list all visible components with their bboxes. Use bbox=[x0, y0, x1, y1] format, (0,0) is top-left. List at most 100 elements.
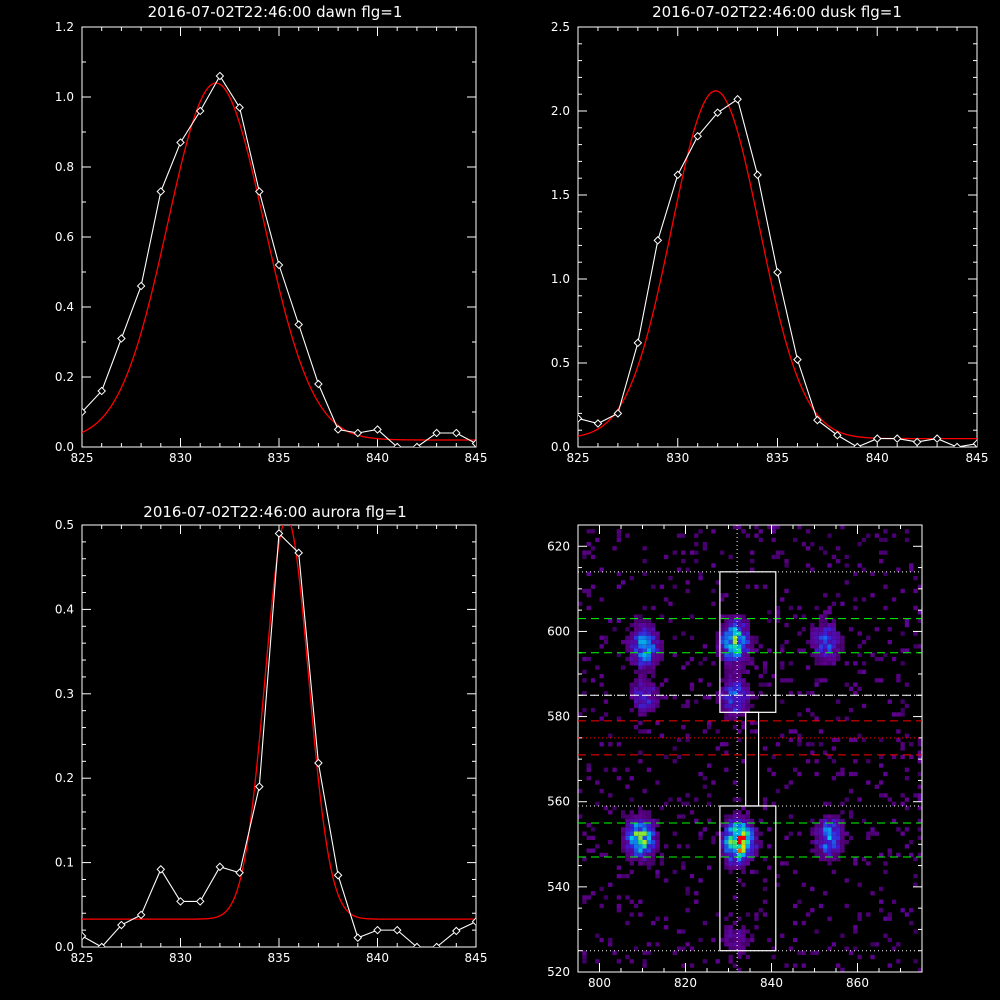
heatmap-pixel bbox=[638, 831, 643, 836]
heatmap-pixel bbox=[823, 593, 828, 598]
heatmap-pixel bbox=[900, 631, 905, 636]
y-tick-label: 540 bbox=[547, 880, 570, 894]
heatmap-pixel bbox=[741, 661, 746, 666]
heatmap-pixel bbox=[655, 840, 660, 845]
heatmap-pixel bbox=[694, 899, 699, 904]
heatmap-pixel bbox=[874, 942, 879, 947]
heatmap-pixel bbox=[741, 639, 746, 645]
data-point bbox=[254, 187, 264, 196]
heatmap-pixel bbox=[638, 669, 643, 674]
heatmap-pixel bbox=[831, 776, 836, 781]
heatmap-pixel bbox=[857, 669, 862, 674]
heatmap-pixel bbox=[836, 737, 841, 743]
heatmap-pixel bbox=[599, 567, 604, 572]
heatmap-pixel bbox=[625, 852, 630, 858]
heatmap-pixel bbox=[840, 823, 845, 828]
heatmap-pixel bbox=[741, 691, 746, 696]
heatmap-pixel bbox=[831, 848, 836, 853]
heatmap-pixel bbox=[724, 742, 729, 747]
x-tick-label: 800 bbox=[588, 976, 611, 990]
heatmap-pixel bbox=[707, 720, 712, 726]
heatmap-pixel bbox=[840, 648, 845, 653]
heatmap-pixel bbox=[694, 699, 699, 704]
data-point bbox=[373, 925, 382, 935]
heatmap-pixel bbox=[762, 746, 768, 751]
data-point bbox=[471, 439, 476, 447]
heatmap-pixel bbox=[879, 550, 884, 555]
heatmap-pixel bbox=[621, 810, 626, 815]
heatmap-pixel bbox=[719, 699, 725, 704]
heatmap-pixel bbox=[814, 648, 819, 653]
heatmap-pixel bbox=[625, 823, 630, 828]
gaussian-fit-line bbox=[82, 82, 476, 441]
heatmap-pixel bbox=[750, 703, 755, 709]
heatmap-pixel bbox=[638, 622, 643, 628]
heatmap-pixel bbox=[797, 712, 802, 717]
heatmap-pixel bbox=[917, 827, 922, 832]
heatmap-pixel bbox=[754, 525, 759, 530]
heatmap-pixel bbox=[719, 678, 725, 683]
heatmap-pixel bbox=[676, 567, 682, 572]
heatmap-pixel bbox=[659, 648, 664, 653]
heatmap-pixel bbox=[741, 827, 746, 832]
heatmap-pixel bbox=[676, 754, 682, 760]
x-tick-label: 830 bbox=[666, 451, 689, 465]
heatmap-pixel bbox=[745, 584, 750, 589]
heatmap-pixel bbox=[625, 818, 630, 823]
heatmap-pixel bbox=[646, 942, 652, 947]
heatmap-pixel bbox=[750, 559, 755, 564]
heatmap-pixel bbox=[616, 895, 621, 900]
heatmap-pixel bbox=[629, 869, 634, 875]
heatmap-pixel bbox=[651, 682, 656, 687]
heatmap-pixel bbox=[771, 529, 776, 534]
heatmap-pixel bbox=[754, 848, 759, 853]
data-point bbox=[693, 131, 703, 141]
heatmap-pixel bbox=[629, 686, 634, 691]
heatmap-pixel bbox=[646, 644, 652, 649]
heatmap-pixel bbox=[836, 652, 841, 657]
heatmap-pixel bbox=[904, 767, 910, 772]
heatmap-pixel bbox=[814, 827, 819, 832]
heatmap-pixel bbox=[904, 537, 910, 542]
heatmap-pixel bbox=[896, 678, 901, 683]
heatmap-pixel bbox=[793, 963, 798, 968]
heatmap-pixel bbox=[732, 848, 738, 853]
heatmap-pixel bbox=[900, 754, 905, 760]
heatmap-pixel bbox=[728, 942, 733, 947]
heatmap-pixel bbox=[737, 631, 742, 636]
heatmap-pixel bbox=[681, 631, 686, 636]
heatmap-pixel bbox=[646, 631, 652, 636]
heatmap-pixel bbox=[904, 776, 910, 781]
heatmap-pixel bbox=[732, 669, 738, 674]
heatmap-pixel bbox=[646, 627, 652, 632]
heatmap-pixel bbox=[586, 605, 591, 611]
heatmap-pixel bbox=[633, 678, 639, 683]
heatmap-pixel bbox=[638, 857, 643, 862]
heatmap-pixel bbox=[745, 929, 750, 934]
heatmap-pixel bbox=[827, 605, 832, 611]
heatmap-pixel bbox=[827, 831, 832, 836]
heatmap-pixel bbox=[853, 691, 858, 696]
heatmap-pixel bbox=[866, 533, 871, 538]
heatmap-pixel bbox=[775, 605, 781, 611]
heatmap-pixel bbox=[724, 929, 729, 934]
heatmap-pixel bbox=[625, 857, 630, 862]
heatmap-pixel bbox=[853, 759, 858, 764]
heatmap-pixel bbox=[741, 682, 746, 687]
heatmap-pixel bbox=[775, 550, 781, 555]
heatmap-pixel bbox=[853, 857, 858, 862]
heatmap-pixel bbox=[754, 831, 759, 836]
heatmap-pixel bbox=[750, 823, 755, 828]
heatmap-pixel bbox=[694, 550, 699, 555]
heatmap-pixel bbox=[732, 942, 738, 947]
heatmap-pixel bbox=[805, 529, 811, 534]
heatmap-pixel bbox=[883, 529, 888, 534]
heatmap-pixel bbox=[857, 733, 862, 738]
heatmap-pixel bbox=[831, 622, 836, 628]
heatmap-pixel bbox=[590, 835, 596, 840]
heatmap-pixel bbox=[612, 627, 617, 632]
heatmap-pixel bbox=[651, 699, 656, 704]
heatmap-pixel bbox=[797, 831, 802, 836]
heatmap-pixel bbox=[818, 678, 824, 683]
heatmap-pixel bbox=[737, 967, 742, 972]
